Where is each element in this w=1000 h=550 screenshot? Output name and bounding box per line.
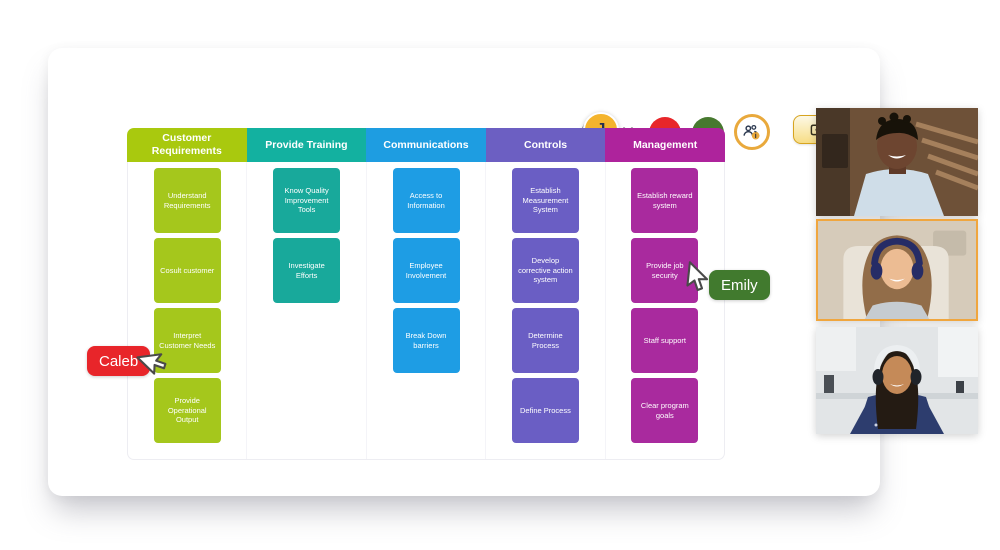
column-customer-requirements: Understand Requirements Cosult customer … [128, 162, 248, 459]
cursor-label-emily: Emily [709, 270, 770, 300]
video-tile-participant-2-active[interactable] [816, 219, 978, 321]
diagram-card[interactable]: Investigate Efforts [273, 238, 341, 303]
diagram-card[interactable]: Cosult customer [153, 238, 221, 303]
diagram-card[interactable]: Break Down barriers [392, 308, 460, 373]
column-controls: Establish Measurement System Develop cor… [486, 162, 606, 459]
video-tile-participant-1[interactable] [816, 108, 978, 216]
svg-text:i: i [755, 133, 757, 140]
cursor-pointer-caleb [135, 340, 172, 377]
column-management: Establish reward system Provide job secu… [606, 162, 724, 459]
diagram-card[interactable]: Establish Measurement System [511, 168, 579, 233]
diagram-header-row: Customer Requirements Provide Training C… [127, 128, 725, 162]
column-provide-training: Know Quality Improvement Tools Investiga… [247, 162, 367, 459]
video-tile-participant-3[interactable] [816, 327, 978, 434]
column-header-management[interactable]: Management [605, 128, 725, 162]
column-communications: Access to Information Employee Involveme… [367, 162, 487, 459]
diagram-card[interactable]: Define Process [511, 378, 579, 443]
video-call-panel [816, 108, 978, 434]
diagram-card[interactable]: Access to Information [392, 168, 460, 233]
diagram-card[interactable]: Staff support [631, 308, 699, 373]
column-header-provide-training[interactable]: Provide Training [246, 128, 367, 162]
diagram-card[interactable]: Know Quality Improvement Tools [273, 168, 341, 233]
column-header-controls[interactable]: Controls [485, 128, 606, 162]
diagram-body: Understand Requirements Cosult customer … [127, 162, 725, 460]
column-header-customer-requirements[interactable]: Customer Requirements [127, 128, 247, 162]
diagram-card[interactable]: Clear program goals [631, 378, 699, 443]
column-header-communications[interactable]: Communications [366, 128, 486, 162]
diagram-card[interactable]: Interpret Customer Needs [153, 308, 221, 373]
diagram-card[interactable]: Understand Requirements [153, 168, 221, 233]
diagram-card[interactable]: Employee Involvement [392, 238, 460, 303]
diagram-card[interactable]: Determine Process [511, 308, 579, 373]
diagram-card[interactable]: Establish reward system [631, 168, 699, 233]
diagram-card[interactable]: Provide Operational Output [153, 378, 221, 443]
affinity-diagram: Customer Requirements Provide Training C… [127, 128, 725, 460]
collaborators-info-icon[interactable]: i [734, 114, 770, 150]
diagram-card[interactable]: Develop corrective action system [511, 238, 579, 303]
cursor-pointer-emily [685, 261, 714, 292]
diagram-card[interactable]: Provide job security [631, 238, 699, 303]
